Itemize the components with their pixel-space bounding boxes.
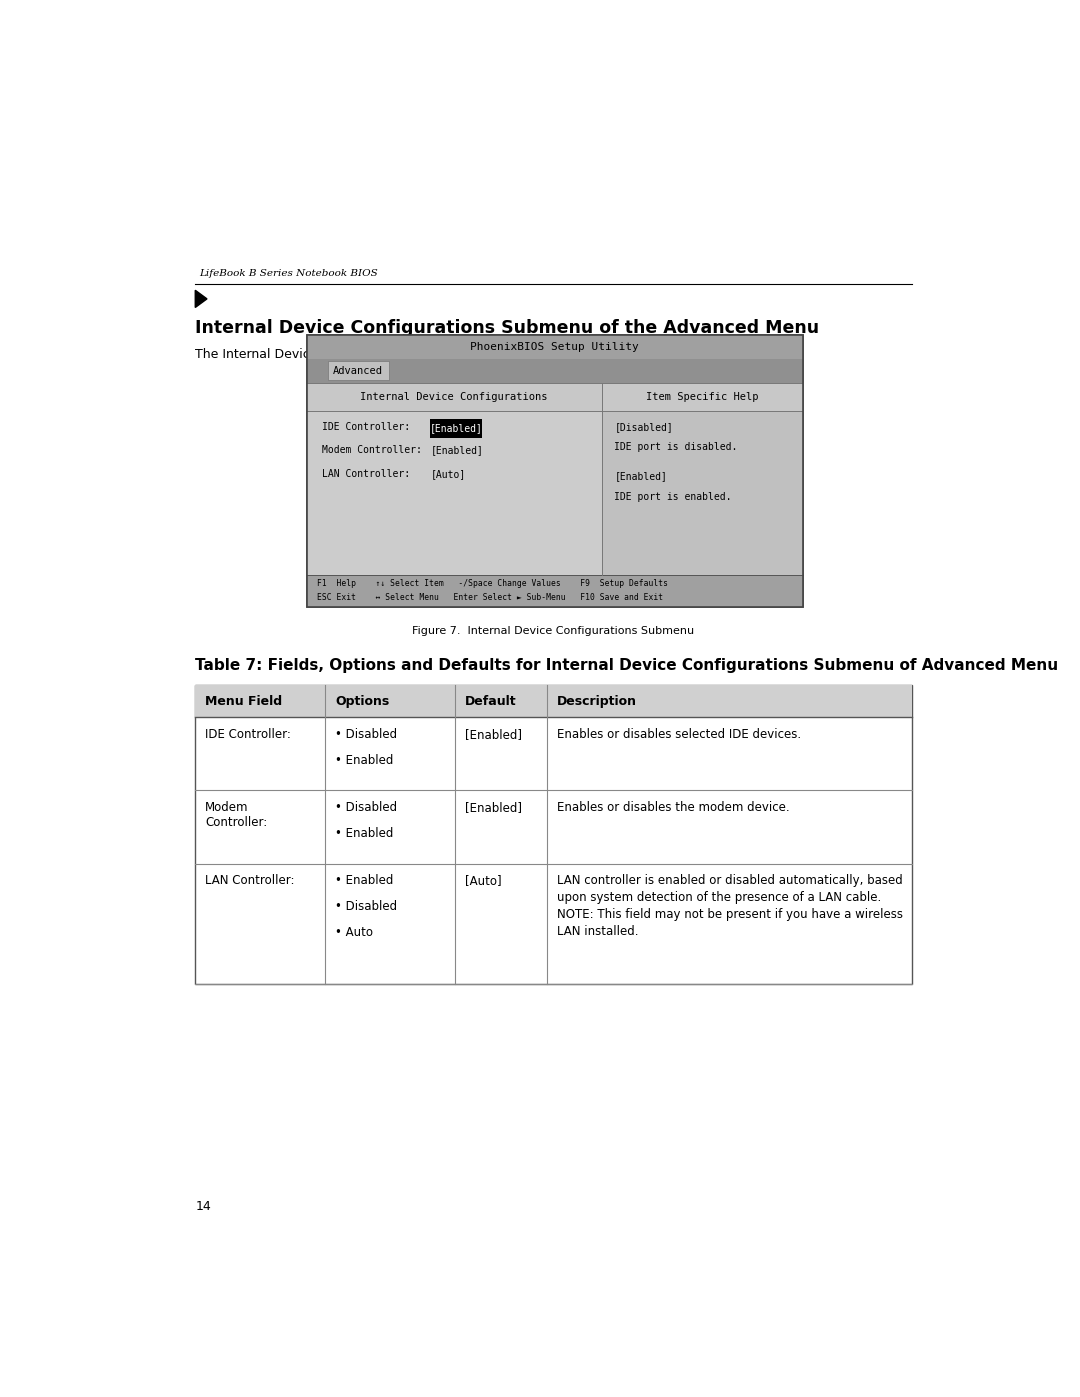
Text: [Enabled]: [Enabled] <box>430 423 483 433</box>
Text: Enables or disables selected IDE devices.: Enables or disables selected IDE devices… <box>557 728 801 740</box>
Text: • Auto: • Auto <box>335 926 373 939</box>
Text: IDE port is enabled.: IDE port is enabled. <box>615 492 732 502</box>
Bar <box>307 359 802 383</box>
Bar <box>307 411 602 574</box>
Bar <box>307 335 802 606</box>
Text: 14: 14 <box>195 1200 211 1213</box>
Bar <box>307 574 802 606</box>
Text: Description: Description <box>557 694 637 708</box>
Text: Internal Device Configurations Submenu of the Advanced Menu: Internal Device Configurations Submenu o… <box>195 320 820 337</box>
Text: • Disabled: • Disabled <box>335 900 397 914</box>
Text: F1  Help    ↑↓ Select Item   -/Space Change Values    F9  Setup Defaults: F1 Help ↑↓ Select Item -/Space Change Va… <box>316 578 667 588</box>
Text: [Auto]: [Auto] <box>464 875 501 887</box>
Bar <box>307 335 802 606</box>
Text: Figure 7.  Internal Device Configurations Submenu: Figure 7. Internal Device Configurations… <box>413 626 694 636</box>
Text: Default: Default <box>464 694 516 708</box>
Text: LAN controller is enabled or disabled automatically, based
upon system detection: LAN controller is enabled or disabled au… <box>557 875 903 939</box>
Bar <box>195 685 912 983</box>
Text: • Enabled: • Enabled <box>335 875 393 887</box>
Text: [Auto]: [Auto] <box>431 469 465 479</box>
Bar <box>307 383 802 411</box>
Text: [Enabled]: [Enabled] <box>431 446 484 455</box>
Text: [Enabled]: [Enabled] <box>464 802 522 814</box>
Text: Menu Field: Menu Field <box>205 694 283 708</box>
Bar <box>327 362 389 380</box>
Polygon shape <box>195 291 207 307</box>
Text: [Enabled]: [Enabled] <box>615 472 667 482</box>
Text: LifeBook B Series Notebook BIOS: LifeBook B Series Notebook BIOS <box>200 270 378 278</box>
Text: Item Specific Help: Item Specific Help <box>646 391 758 402</box>
Text: The Internal Device Configurations submenu allows the user to configure other in: The Internal Device Configurations subme… <box>195 348 798 362</box>
Text: ESC Exit    ↔ Select Menu   Enter Select ► Sub-Menu   F10 Save and Exit: ESC Exit ↔ Select Menu Enter Select ► Su… <box>316 594 663 602</box>
Text: Table 7: Fields, Options and Defaults for Internal Device Configurations Submenu: Table 7: Fields, Options and Defaults fo… <box>195 658 1058 673</box>
Bar <box>431 419 483 439</box>
Text: Options: Options <box>335 694 389 708</box>
Text: IDE Controller:: IDE Controller: <box>322 422 409 432</box>
Text: • Disabled: • Disabled <box>335 728 397 740</box>
Text: Internal Device Configurations: Internal Device Configurations <box>361 391 548 402</box>
Text: LAN Controller:: LAN Controller: <box>205 875 295 887</box>
Text: Modem Controller:: Modem Controller: <box>322 446 421 455</box>
Bar <box>307 335 802 359</box>
Text: • Disabled: • Disabled <box>335 802 397 814</box>
Text: • Enabled: • Enabled <box>335 754 393 767</box>
Text: [Enabled]: [Enabled] <box>464 728 522 740</box>
Bar <box>602 411 802 574</box>
Text: LAN Controller:: LAN Controller: <box>322 469 409 479</box>
Text: Modem
Controller:: Modem Controller: <box>205 802 268 830</box>
Text: IDE Controller:: IDE Controller: <box>205 728 292 740</box>
Bar <box>195 685 912 717</box>
Text: [Disabled]: [Disabled] <box>615 422 673 432</box>
Text: IDE port is disabled.: IDE port is disabled. <box>615 441 738 453</box>
Text: Enables or disables the modem device.: Enables or disables the modem device. <box>557 802 789 814</box>
Text: PhoenixBIOS Setup Utility: PhoenixBIOS Setup Utility <box>471 342 639 352</box>
Text: • Enabled: • Enabled <box>335 827 393 840</box>
Text: Advanced: Advanced <box>333 366 383 376</box>
